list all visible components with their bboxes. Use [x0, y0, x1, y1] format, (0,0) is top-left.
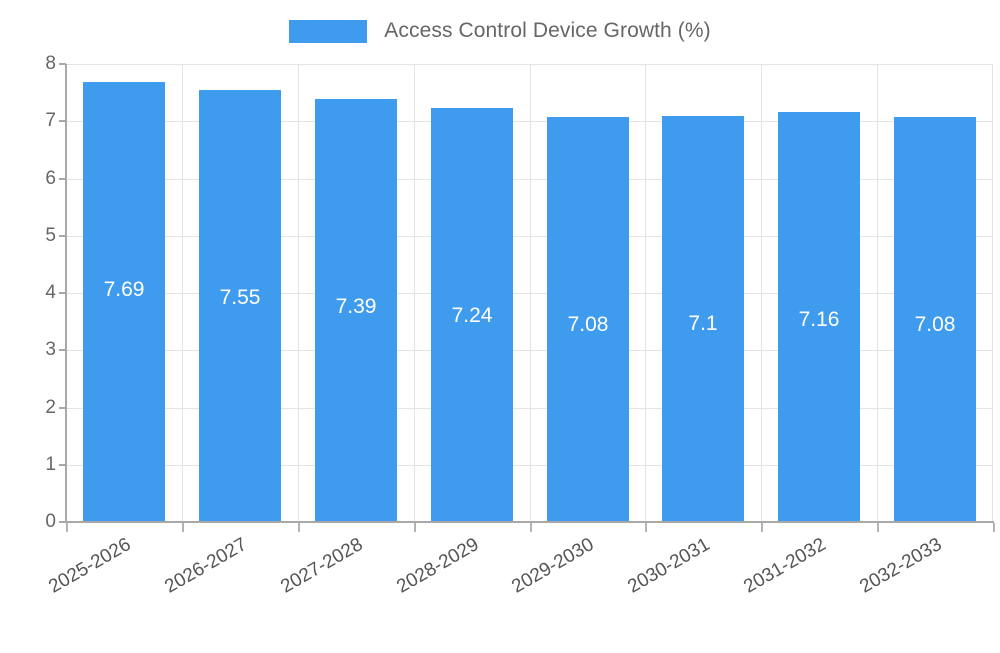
y-axis-tick-label: 3	[45, 339, 56, 361]
y-axis-tick-mark	[59, 120, 66, 123]
y-axis-tick-label: 1	[45, 453, 56, 475]
bar-value-label: 7.24	[451, 304, 493, 327]
gridline-vertical	[298, 64, 299, 522]
bar-value-label: 7.55	[219, 286, 261, 309]
gridline-vertical	[530, 64, 531, 522]
gridline-horizontal	[66, 464, 993, 466]
y-axis-tick-mark	[59, 463, 66, 466]
x-axis-tick-mark	[298, 523, 300, 532]
gridline-horizontal	[66, 293, 993, 294]
gridline-horizontal	[66, 121, 993, 123]
gridline-horizontal	[66, 407, 993, 409]
gridline-vertical	[761, 64, 762, 522]
y-axis-tick-label: 6	[45, 167, 56, 189]
legend-color-swatch[interactable]	[289, 19, 368, 43]
y-axis-tick-label: 8	[45, 53, 56, 74]
x-axis-tick-mark	[530, 523, 532, 532]
bar-chart: Access Control Device Growth (%) 0 1 2 3 4 5 6…	[0, 0, 1000, 600]
bar-value-label: 7.16	[798, 308, 840, 331]
y-axis-tick-mark	[59, 292, 66, 294]
y-axis-tick-label: 7	[45, 110, 56, 132]
y-axis-tick-mark	[59, 234, 66, 237]
bar[interactable]: 7.24	[431, 108, 513, 522]
y-axis-tick-mark	[59, 63, 66, 65]
chart-legend: Access Control Device Growth (%)	[0, 10, 1000, 52]
bar[interactable]: 7.08	[547, 117, 629, 522]
bar-value-label: 7.08	[567, 313, 609, 336]
y-axis-tick-mark	[59, 177, 66, 180]
gridline-vertical	[182, 64, 183, 522]
bar[interactable]: 7.69	[83, 82, 165, 522]
bar-value-label: 7.39	[335, 295, 377, 318]
x-axis-tick-mark	[182, 523, 184, 532]
bar[interactable]: 7.1	[662, 116, 744, 522]
gridline-horizontal	[66, 64, 993, 65]
gridline-vertical	[645, 64, 646, 522]
plot-area: 7.69 7.55 7.39 7.24 7.08 7.1 7.16 7.08	[66, 64, 993, 523]
x-axis-tick-mark	[877, 523, 879, 532]
legend-label[interactable]: Access Control Device Growth (%)	[384, 19, 711, 42]
x-axis-tick-mark	[414, 523, 416, 532]
y-axis-tick-mark	[59, 349, 66, 352]
bar[interactable]: 7.08	[894, 117, 976, 522]
y-axis-tick-label: 0	[45, 511, 56, 532]
y-axis-tick-mark	[59, 521, 66, 523]
bar-value-label: 7.1	[688, 312, 718, 335]
y-axis-tick-labels: 0 1 2 3 4 5 6 7 8	[0, 0, 56, 600]
x-axis-tick-mark	[993, 523, 995, 532]
bar-value-label: 7.08	[914, 313, 956, 336]
x-axis-line	[66, 521, 994, 523]
y-axis-line	[65, 64, 67, 523]
gridline-vertical	[877, 64, 878, 522]
y-axis-tick-mark	[59, 406, 66, 409]
gridline-vertical	[414, 64, 415, 522]
y-axis-tick-label: 2	[45, 396, 56, 418]
x-axis-tick-mark	[761, 523, 763, 532]
bar[interactable]: 7.39	[315, 99, 397, 522]
bar[interactable]: 7.55	[199, 90, 281, 522]
bar-value-label: 7.69	[103, 278, 145, 301]
gridline-horizontal	[66, 350, 993, 352]
gridline-horizontal	[66, 178, 993, 180]
bar[interactable]: 7.16	[778, 112, 860, 522]
gridline-horizontal	[66, 235, 993, 237]
x-axis-tick-mark	[645, 523, 647, 532]
x-axis-tick-mark	[66, 523, 68, 532]
y-axis-tick-label: 4	[45, 282, 56, 303]
y-axis-tick-label: 5	[45, 224, 56, 246]
